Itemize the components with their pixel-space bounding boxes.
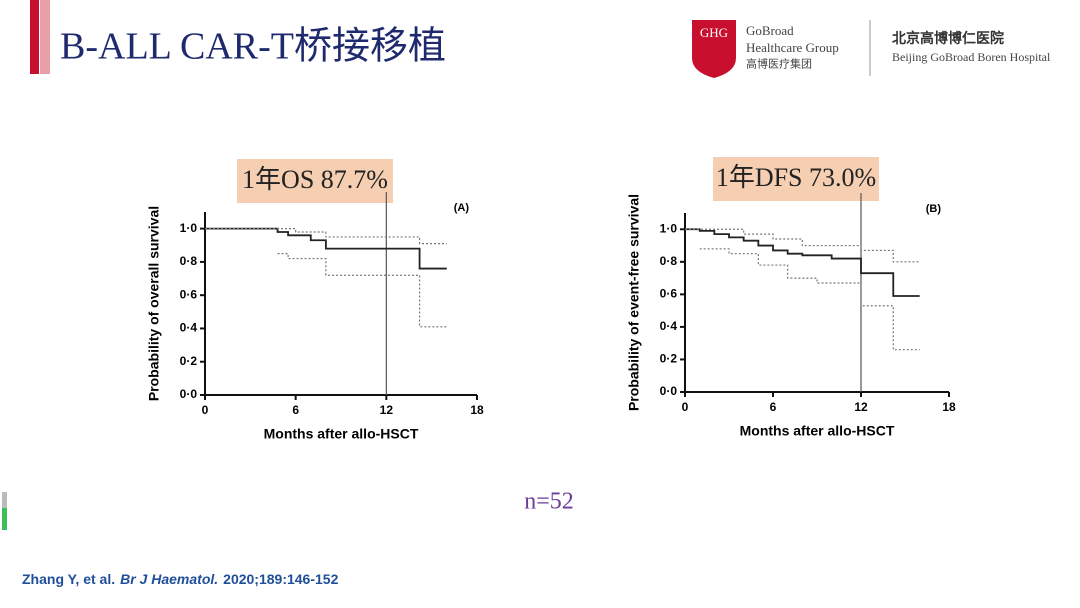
survival-curve [205,228,447,245]
headline-box [237,159,393,203]
y-tick-label: 0·4 [180,321,198,335]
headline: 1年OS 87.7% [242,165,388,194]
x-axis-label: Months after allo-HSCT [740,423,895,439]
y-axis-label: Probability of overall survival [146,206,162,401]
logo-cn: 高博医疗集团 [746,57,812,71]
citation: Zhang Y, et al. Br J Haematol. 2020;189:14… [22,571,339,587]
accent-bar [40,0,50,74]
logo-mark: GHG [700,25,728,40]
scrollbar [2,492,7,508]
y-tick-label: 1·0 [180,221,198,235]
y-tick-label: 0·8 [660,254,678,268]
x-tick-label: 18 [470,403,484,417]
y-tick-label: 0·6 [180,287,198,301]
y-tick-label: 0·2 [660,352,678,366]
scrollbar [2,508,7,530]
x-tick-label: 0 [202,403,209,417]
survival-curve [685,228,920,263]
y-tick-label: 0·0 [660,384,678,398]
y-tick-label: 0·6 [660,287,678,301]
logo-shield [692,20,736,78]
accent-bar [30,0,39,74]
logo-name: GoBroad [746,23,794,38]
x-tick-label: 6 [770,400,777,414]
citation-journal: Br J Haematol. [120,571,218,587]
y-tick-label: 1·0 [660,221,678,235]
panel-label: (A) [454,202,470,214]
hospital-en: Beijing GoBroad Boren Hospital [892,50,1051,64]
x-axis-label: Months after allo-HSCT [264,426,419,442]
logo-sub: Healthcare Group [746,40,839,55]
sample-size: n=52 [524,489,574,515]
citation-authors: Zhang Y, et al. [22,571,115,587]
x-tick-label: 18 [942,400,956,414]
y-tick-label: 0·2 [180,354,198,368]
survival-curve [205,227,447,270]
y-tick-label: 0·8 [180,254,198,268]
x-tick-label: 6 [292,403,299,417]
headline-box [713,157,879,201]
x-tick-label: 0 [682,400,689,414]
y-axis-label: Probability of event-free survival [626,194,642,411]
slide-title: B-ALL CAR-T桥接移植 [60,26,446,68]
survival-curve [685,228,920,297]
survival-curve [277,252,447,328]
x-tick-label: 12 [380,403,394,417]
headline: 1年DFS 73.0% [716,163,876,192]
survival-curve [699,248,920,351]
y-tick-label: 0·0 [180,387,198,401]
x-tick-label: 12 [854,400,868,414]
y-tick-label: 0·4 [660,319,678,333]
hospital-cn: 北京高博博仁医院 [892,30,1004,47]
citation-details: 2020;189:146-152 [223,571,338,587]
panel-label: (B) [926,203,942,215]
